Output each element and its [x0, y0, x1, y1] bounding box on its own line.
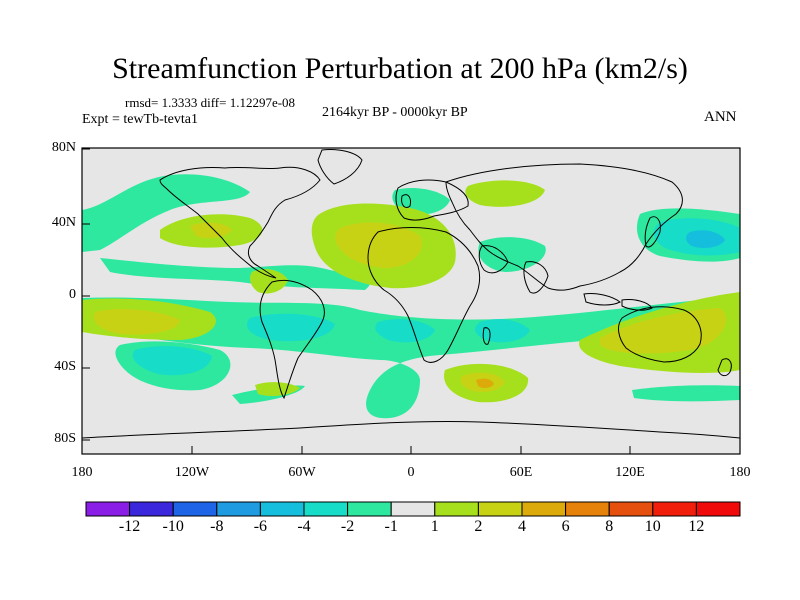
page-title: Streamfunction Perturbation at 200 hPa (… — [112, 52, 688, 85]
colorbar-swatch — [216, 501, 261, 517]
coastline-north-america — [159, 166, 321, 279]
colorbar-swatch — [259, 501, 305, 517]
colorbar-label: -10 — [162, 518, 184, 535]
coastline-japan — [644, 216, 661, 248]
colorbar-swatch — [521, 501, 567, 517]
experiment-label: Expt = tewTb-tevta1 — [82, 112, 198, 127]
colorbar-label: -4 — [297, 518, 311, 535]
contour-positive-core — [600, 308, 726, 354]
colorbar-label: -6 — [253, 518, 268, 535]
contour-positive-band — [465, 180, 545, 207]
colorbar-label: -8 — [210, 518, 224, 535]
axis-ticks — [81, 148, 741, 454]
contour-negative-core — [246, 313, 335, 342]
x-tick-label: 120E — [615, 465, 645, 480]
coastline-new-zealand — [717, 358, 732, 377]
colorbar-swatch — [85, 501, 131, 517]
colorbar-swatch — [129, 501, 174, 517]
colorbar-label: -1 — [384, 518, 398, 535]
contour-negative-core — [475, 319, 530, 343]
coastline-madagascar — [482, 327, 491, 345]
colorbar-swatch — [172, 501, 218, 517]
colorbar-swatch — [477, 501, 523, 517]
contour-negative-core — [686, 230, 725, 248]
colorbar-swatch — [652, 501, 697, 517]
stats-label: rmsd= 1.3333 diff= 1.12297e-08 — [125, 95, 296, 110]
colorbar-label: 12 — [688, 518, 705, 535]
colorbar-swatch — [347, 501, 392, 517]
coastline-indonesia — [621, 299, 653, 311]
contour-negative-band — [82, 220, 110, 250]
contour-fields — [82, 174, 740, 419]
x-tick-label: 60E — [509, 465, 533, 480]
contour-negative-band — [82, 296, 740, 419]
y-tick-label: 0 — [69, 287, 76, 302]
coastline-australia — [618, 306, 702, 363]
contour-positive-core — [190, 222, 232, 238]
contour-positive-core — [93, 309, 180, 335]
contour-positive-core — [335, 222, 422, 268]
coastline-arabia — [478, 245, 509, 274]
coastlines — [82, 149, 740, 439]
y-tick-label: 80N — [51, 140, 76, 155]
x-tick-label: 0 — [407, 465, 415, 480]
period-label: 2164kyr BP - 0000kyr BP — [322, 105, 468, 120]
colorbar-label: 2 — [474, 518, 483, 535]
colorbar-label: 8 — [605, 518, 614, 535]
contour-positive-band — [255, 382, 300, 396]
colorbar-swatch — [608, 501, 654, 517]
coastline-africa — [367, 227, 481, 363]
coastline-britain — [401, 194, 411, 209]
colorbar-swatch — [695, 501, 741, 517]
contour-positive-band — [250, 269, 288, 294]
colorbar-swatch — [303, 501, 349, 517]
colorbar-swatch — [390, 501, 436, 517]
colorbar-label: 1 — [430, 518, 439, 535]
colorbar-label: -12 — [118, 518, 141, 535]
y-tick-label: 80S — [54, 431, 76, 446]
x-tick-label: 180 — [71, 465, 93, 480]
contour-negative-core — [132, 346, 212, 376]
coastline-europe — [395, 179, 469, 221]
y-tick-label: 40S — [54, 359, 76, 374]
contour-negative-band — [632, 385, 740, 402]
colorbar-label: 6 — [561, 518, 570, 535]
colorbar-label: 4 — [518, 518, 526, 535]
contour-negative-band — [478, 237, 546, 272]
contour-negative-band — [100, 258, 371, 290]
colorbar — [85, 501, 741, 517]
coastline-asia — [445, 163, 683, 291]
coastline-greenland — [317, 149, 363, 185]
contour-negative-core — [375, 319, 435, 343]
colorbar-label: 10 — [644, 518, 661, 535]
colorbar-swatch — [434, 501, 479, 517]
x-tick-label: 180 — [729, 465, 751, 480]
season-label: ANN — [704, 109, 737, 125]
coastline-antarctica — [82, 420, 740, 439]
colorbar-swatch — [565, 501, 610, 517]
y-tick-label: 40N — [51, 215, 76, 230]
colorbar-label: -2 — [340, 518, 355, 535]
coastline-indonesia — [583, 293, 621, 306]
contour-positive-core — [476, 378, 494, 389]
coastline-india — [523, 261, 549, 294]
coastline-south-america — [259, 279, 325, 400]
contour-negative-band — [82, 174, 250, 252]
x-tick-label: 60W — [288, 465, 316, 480]
x-tick-label: 120W — [174, 465, 210, 480]
